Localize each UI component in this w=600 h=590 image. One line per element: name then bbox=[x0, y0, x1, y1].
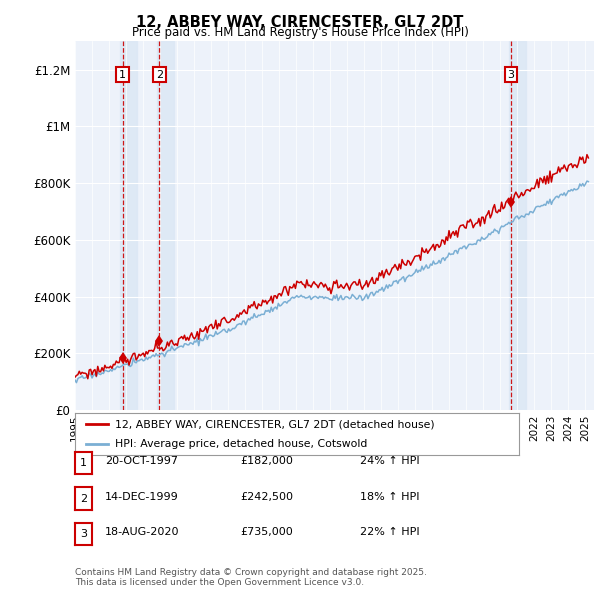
Text: 12, ABBEY WAY, CIRENCESTER, GL7 2DT: 12, ABBEY WAY, CIRENCESTER, GL7 2DT bbox=[136, 15, 464, 30]
Text: 12, ABBEY WAY, CIRENCESTER, GL7 2DT (detached house): 12, ABBEY WAY, CIRENCESTER, GL7 2DT (det… bbox=[115, 419, 434, 430]
Text: £242,500: £242,500 bbox=[240, 492, 293, 502]
Text: 18-AUG-2020: 18-AUG-2020 bbox=[105, 527, 179, 537]
Text: 20-OCT-1997: 20-OCT-1997 bbox=[105, 457, 178, 466]
Text: 24% ↑ HPI: 24% ↑ HPI bbox=[360, 457, 419, 466]
Text: 1: 1 bbox=[119, 70, 126, 80]
Text: 1: 1 bbox=[80, 458, 87, 468]
Text: 14-DEC-1999: 14-DEC-1999 bbox=[105, 492, 179, 502]
Text: Contains HM Land Registry data © Crown copyright and database right 2025.
This d: Contains HM Land Registry data © Crown c… bbox=[75, 568, 427, 587]
Text: 22% ↑ HPI: 22% ↑ HPI bbox=[360, 527, 419, 537]
Text: 2: 2 bbox=[80, 494, 87, 503]
Text: 2: 2 bbox=[155, 70, 163, 80]
Bar bbox=[157, 41, 173, 410]
Text: HPI: Average price, detached house, Cotswold: HPI: Average price, detached house, Cots… bbox=[115, 439, 367, 449]
Text: 3: 3 bbox=[80, 529, 87, 539]
Text: Price paid vs. HM Land Registry's House Price Index (HPI): Price paid vs. HM Land Registry's House … bbox=[131, 26, 469, 39]
Text: 18% ↑ HPI: 18% ↑ HPI bbox=[360, 492, 419, 502]
Text: £182,000: £182,000 bbox=[240, 457, 293, 466]
Text: 3: 3 bbox=[508, 70, 515, 80]
Bar bbox=[120, 41, 137, 410]
Text: £735,000: £735,000 bbox=[240, 527, 293, 537]
Bar bbox=[509, 41, 526, 410]
